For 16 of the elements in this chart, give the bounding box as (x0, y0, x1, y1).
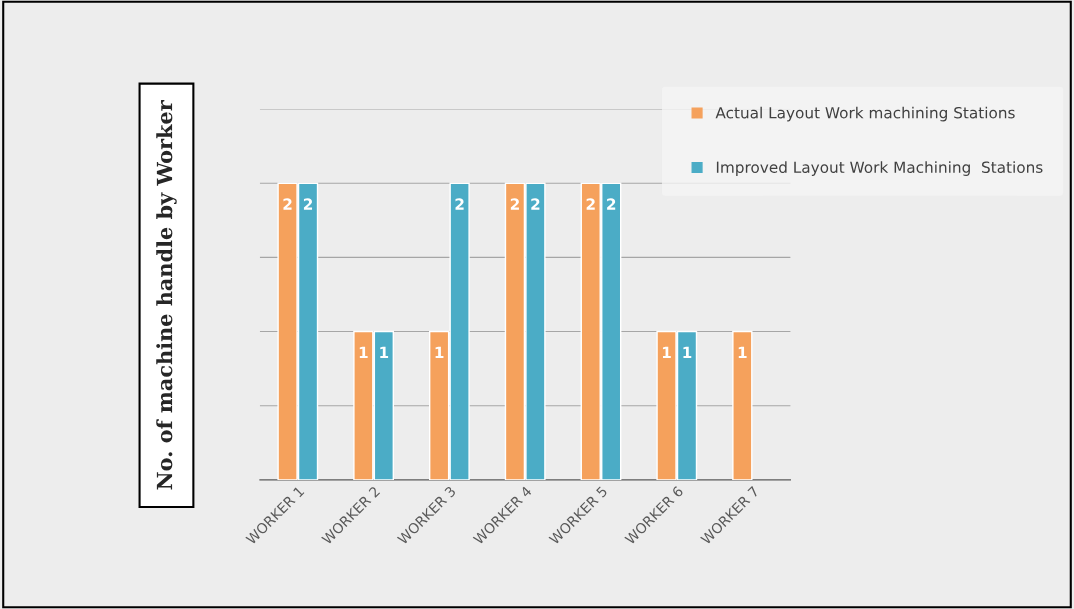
data-label: 2 (455, 198, 464, 210)
data-label: 2 (586, 198, 595, 210)
data-label: 2 (510, 198, 519, 210)
legend-label: Improved Layout Work Machining Stations (716, 161, 1043, 176)
data-label: 2 (303, 198, 313, 210)
data-label: 1 (683, 346, 692, 358)
data-label: 2 (531, 198, 540, 210)
data-label: 1 (662, 346, 671, 358)
data-label: 1 (380, 346, 389, 358)
legend-label: Actual Layout Work machining Stations (715, 106, 1015, 122)
data-label: 2 (607, 198, 616, 210)
y-axis-title: No. of machine handle by Worker (156, 100, 177, 490)
data-label: 1 (435, 346, 444, 358)
data-label: 1 (738, 346, 747, 358)
data-label: 2 (283, 198, 292, 210)
data-label: 1 (359, 346, 368, 358)
